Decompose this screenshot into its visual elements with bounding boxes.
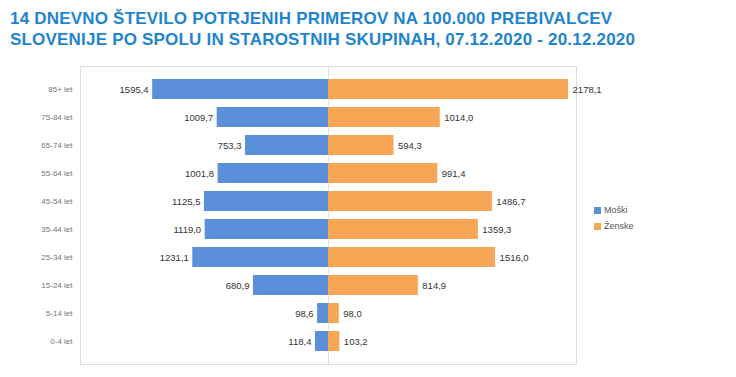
svg-text:98,6: 98,6 — [295, 308, 314, 319]
svg-text:680,9: 680,9 — [226, 280, 250, 291]
svg-text:1001,8: 1001,8 — [185, 168, 214, 179]
svg-text:118,4: 118,4 — [288, 336, 311, 347]
svg-text:0-4 let: 0-4 let — [50, 337, 73, 346]
svg-text:1359,3: 1359,3 — [482, 224, 511, 235]
svg-text:1231,1: 1231,1 — [160, 252, 189, 263]
svg-text:2178,1: 2178,1 — [573, 84, 602, 95]
html-text:Ženske: Ženske — [604, 221, 634, 231]
svg-text:991,4: 991,4 — [442, 168, 466, 179]
svg-text:1009,7: 1009,7 — [184, 112, 213, 123]
svg-text:25-34 let: 25-34 let — [41, 253, 73, 262]
svg-text:55-64 let: 55-64 let — [41, 169, 73, 178]
svg-text:1125,5: 1125,5 — [172, 196, 200, 207]
svg-text:75-84 let: 75-84 let — [41, 113, 73, 122]
svg-text:1014,0: 1014,0 — [444, 112, 473, 123]
svg-text:35-44 let: 35-44 let — [41, 225, 73, 234]
html-text:14 DNEVNO ŠTEVILO POTRJENIH PR: 14 DNEVNO ŠTEVILO POTRJENIH PRIMEROV NA … — [10, 9, 636, 49]
svg-text:1595,4: 1595,4 — [120, 84, 149, 95]
svg-text:594,3: 594,3 — [398, 140, 422, 151]
svg-text:1486,7: 1486,7 — [496, 196, 525, 207]
svg-text:753,3: 753,3 — [218, 140, 242, 151]
svg-text:15-24 let: 15-24 let — [41, 281, 73, 290]
svg-text:5-14 let: 5-14 let — [46, 309, 73, 318]
svg-text:45-54 let: 45-54 let — [41, 197, 73, 206]
svg-text:65-74 let: 65-74 let — [41, 141, 73, 150]
svg-text:85+ let: 85+ let — [48, 85, 73, 94]
svg-text:814,9: 814,9 — [422, 280, 446, 291]
svg-text:1119,0: 1119,0 — [174, 224, 202, 235]
svg-text:1516,0: 1516,0 — [500, 252, 529, 263]
html-text:Moški: Moški — [604, 205, 628, 215]
svg-text:98,0: 98,0 — [343, 308, 362, 319]
svg-text:103,2: 103,2 — [344, 336, 368, 347]
